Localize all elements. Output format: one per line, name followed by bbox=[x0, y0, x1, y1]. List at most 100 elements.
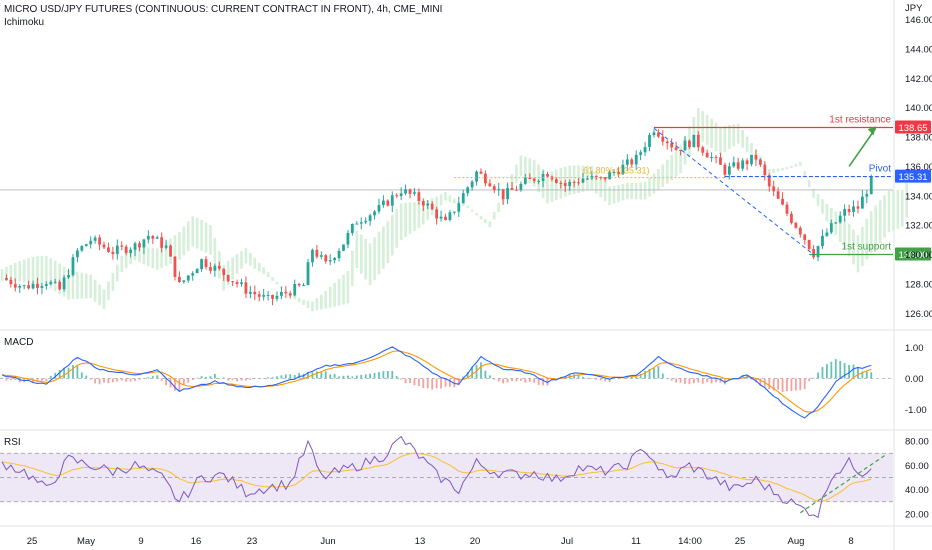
candle-body bbox=[333, 258, 337, 261]
candle-body bbox=[665, 141, 669, 144]
candle-body bbox=[248, 291, 252, 294]
candle-body bbox=[852, 206, 855, 212]
candle-body bbox=[794, 222, 798, 228]
macd-histogram-bar bbox=[315, 371, 318, 379]
macd-histogram-bar bbox=[36, 378, 39, 383]
cloud-segment bbox=[745, 136, 749, 152]
cloud-segment bbox=[470, 209, 474, 212]
time-tick-label: 8 bbox=[848, 536, 853, 547]
candle-body bbox=[377, 205, 381, 212]
candle-body bbox=[98, 237, 101, 245]
cloud-segment bbox=[182, 226, 186, 256]
macd-histogram-bar bbox=[861, 371, 864, 379]
macd-histogram-bar bbox=[466, 372, 469, 379]
indicator-label: Ichimoku bbox=[4, 17, 45, 28]
macd-histogram-bar bbox=[116, 378, 119, 382]
candle-body bbox=[262, 295, 266, 297]
candle-body bbox=[306, 262, 310, 286]
cloud-segment bbox=[807, 180, 811, 188]
macd-histogram-bar bbox=[595, 378, 598, 380]
macd-histogram-bar bbox=[369, 373, 372, 379]
candle-body bbox=[395, 195, 399, 197]
cloud-segment bbox=[426, 200, 430, 220]
candle-body bbox=[435, 209, 439, 219]
cloud-segment bbox=[306, 300, 310, 309]
macd-histogram-bar bbox=[249, 378, 252, 380]
candle-body bbox=[142, 239, 146, 248]
cloud-segment bbox=[710, 118, 713, 149]
cloud-segment bbox=[124, 252, 128, 269]
cloud-segment bbox=[186, 221, 190, 252]
macd-histogram-bar bbox=[497, 378, 500, 382]
cloud-segment bbox=[27, 258, 30, 283]
candle-body bbox=[71, 257, 75, 275]
macd-histogram-bar bbox=[364, 374, 367, 379]
macd-histogram-bar bbox=[759, 378, 762, 386]
cloud-segment bbox=[439, 194, 443, 206]
cloud-segment bbox=[661, 164, 665, 187]
candle-body bbox=[209, 267, 212, 271]
macd-histogram-bar bbox=[715, 378, 717, 383]
macd-histogram-bar bbox=[515, 378, 518, 382]
cloud-segment bbox=[750, 142, 753, 157]
cloud-segment bbox=[151, 248, 155, 269]
macd-histogram-bar bbox=[324, 371, 327, 379]
macd-histogram-bar bbox=[271, 377, 274, 379]
cloud-segment bbox=[355, 230, 359, 268]
candle-body bbox=[758, 159, 762, 165]
candle-body bbox=[13, 284, 17, 288]
cloud-segment bbox=[492, 212, 496, 220]
candle-body bbox=[426, 203, 430, 206]
candle-body bbox=[559, 182, 563, 184]
candle-body bbox=[763, 164, 767, 176]
cloud-segment bbox=[315, 298, 319, 311]
level-price-tag-0 bbox=[895, 120, 931, 134]
candle-body bbox=[164, 245, 168, 248]
candle-body bbox=[280, 291, 283, 296]
cloud-segment bbox=[368, 243, 372, 286]
macd-histogram-bar bbox=[471, 366, 474, 379]
macd-histogram-bar bbox=[333, 374, 336, 379]
macd-histogram-bar bbox=[329, 374, 332, 379]
cloud-segment bbox=[572, 165, 576, 194]
macd-histogram-bar bbox=[493, 378, 496, 380]
macd-histogram-bar bbox=[391, 370, 394, 379]
candle-body bbox=[373, 211, 376, 216]
cloud-segment bbox=[634, 182, 638, 200]
candle-body bbox=[75, 250, 79, 258]
candle-body bbox=[568, 181, 572, 186]
rsi-label: RSI bbox=[4, 437, 21, 448]
cloud-segment bbox=[874, 205, 877, 248]
cloud-segment bbox=[399, 203, 403, 240]
candle-body bbox=[705, 152, 709, 158]
candle-body bbox=[133, 243, 137, 250]
macd-histogram-bar bbox=[14, 378, 17, 381]
time-tick-label: 20 bbox=[470, 536, 481, 547]
candle-body bbox=[643, 147, 647, 153]
macd-histogram-bar bbox=[213, 373, 216, 379]
macd-panel: MACD 1.00 0.00 -1.00 bbox=[0, 337, 927, 419]
candle-body bbox=[80, 246, 84, 251]
candle-body bbox=[111, 251, 115, 254]
candle-body bbox=[577, 182, 580, 184]
candle-body bbox=[173, 256, 177, 277]
macd-histogram-bar bbox=[382, 371, 385, 379]
cloud-segment bbox=[537, 164, 540, 193]
candle-body bbox=[342, 244, 345, 251]
macd-histogram-bar bbox=[480, 362, 482, 379]
cloud-segment bbox=[444, 191, 447, 201]
candle-body bbox=[696, 134, 700, 148]
candle-body bbox=[297, 283, 301, 286]
candle-body bbox=[532, 178, 536, 182]
macd-histogram-bar bbox=[320, 372, 323, 379]
cloud-segment bbox=[550, 171, 554, 202]
macd-histogram-bar bbox=[519, 378, 522, 381]
macd-histogram-bar bbox=[834, 359, 837, 379]
candle-body bbox=[444, 216, 447, 220]
candle-body bbox=[129, 249, 133, 253]
cloud-segment bbox=[40, 256, 44, 286]
cloud-segment bbox=[453, 198, 456, 204]
cloud-segment bbox=[515, 164, 518, 184]
rsi-tick-label: 80.00 bbox=[905, 437, 929, 448]
